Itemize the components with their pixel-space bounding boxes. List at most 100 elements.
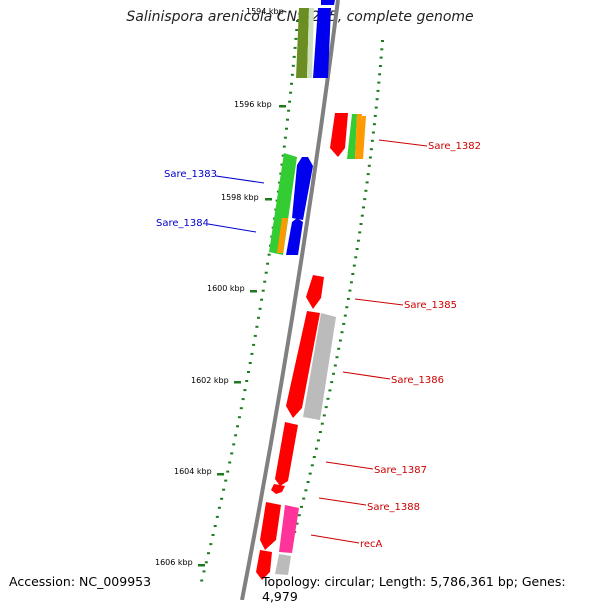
tick-dot <box>320 422 324 425</box>
tick-dot <box>253 334 257 337</box>
tick-marks-right <box>286 40 384 558</box>
tick-dot <box>232 443 236 446</box>
label-sare-1386[interactable]: Sare_1386 <box>391 375 444 386</box>
tick-dot <box>236 425 239 428</box>
tick-dot <box>280 163 284 166</box>
tick-dot <box>372 123 376 126</box>
label-sare-1383[interactable]: Sare_1383 <box>164 169 217 180</box>
gene-orange <box>277 218 288 253</box>
gene-red <box>256 550 272 580</box>
gene-group-reca <box>256 502 299 580</box>
tick-dot <box>295 522 299 525</box>
tick-dot <box>355 248 359 250</box>
kbp-ticks: 1596 kbp 1598 kbp 1600 kbp 1602 kbp 1604… <box>155 100 286 567</box>
tick-dot <box>297 514 301 517</box>
tick-dot <box>260 298 264 301</box>
tick-dot <box>342 322 346 325</box>
label-sare-1382[interactable]: Sare_1382 <box>428 141 481 152</box>
tick-dot <box>380 48 384 51</box>
tick-dot <box>366 173 370 176</box>
tick-dot <box>257 316 260 319</box>
tick-dot <box>291 64 295 67</box>
tick-dot <box>322 414 326 417</box>
tick-dot <box>369 148 373 151</box>
tick-dot <box>255 325 259 328</box>
label-reca[interactable]: recA <box>360 539 383 550</box>
tick-dot <box>290 82 293 85</box>
tick-dot <box>228 461 232 464</box>
tick-dot <box>222 488 226 491</box>
tick-dot <box>264 271 268 274</box>
tick-dot <box>348 289 352 292</box>
tick-major <box>217 473 224 476</box>
tick-dot <box>337 347 341 350</box>
tick-dot <box>335 356 339 359</box>
tick-dot <box>295 29 299 31</box>
gene-red-1386 <box>286 311 320 418</box>
gene-blue-small <box>321 0 335 5</box>
tick-dot <box>365 181 369 184</box>
genome-backbone <box>240 0 340 600</box>
tick-dot <box>375 98 379 101</box>
gene-pale <box>307 8 314 78</box>
tick-dot <box>370 139 374 142</box>
tick-dot <box>332 372 335 375</box>
gene-blue-1383 <box>292 157 313 220</box>
tick-dot <box>354 256 358 259</box>
tick-dot <box>312 456 316 458</box>
tick-dot <box>266 262 270 265</box>
tick-dot <box>237 416 241 419</box>
tick-major <box>198 564 205 567</box>
tick-dot <box>283 136 287 139</box>
tick-dot <box>378 65 382 67</box>
tick-dot <box>364 189 368 192</box>
tick-dot <box>281 154 285 157</box>
label-sare-1384[interactable]: Sare_1384 <box>156 218 209 229</box>
tick-dot <box>360 214 364 217</box>
tick-dot <box>209 543 213 546</box>
gene-red <box>330 113 348 157</box>
tick-dot <box>358 231 362 234</box>
label-sare-1385[interactable]: Sare_1385 <box>404 300 457 311</box>
tick-dot <box>247 371 250 373</box>
tick-dot <box>267 253 271 256</box>
tick-dot <box>362 206 365 209</box>
tick-dot <box>374 106 378 109</box>
tick-dot <box>296 20 299 22</box>
label-sare-1388[interactable]: Sare_1388 <box>367 502 420 513</box>
tick-dot <box>224 479 228 482</box>
tick-dot <box>245 380 249 382</box>
tick-dot <box>338 339 342 342</box>
tick-dot <box>343 314 347 317</box>
tick-dot <box>211 534 215 536</box>
tick-dot <box>293 46 297 49</box>
gene-group-1386 <box>286 311 336 420</box>
tick-dot <box>215 515 219 518</box>
tick-label-1606: 1606 kbp <box>155 558 193 567</box>
tick-label-1598: 1598 kbp <box>221 193 259 202</box>
tick-dot <box>200 579 204 582</box>
tick-dot <box>292 55 296 58</box>
label-sare-1387[interactable]: Sare_1387 <box>374 465 427 476</box>
gene-group-1382 <box>330 113 366 159</box>
gene-gray-1386 <box>303 313 336 420</box>
gene-olive <box>296 8 309 78</box>
tick-dot <box>286 118 289 121</box>
tick-dot <box>345 306 349 309</box>
tick-dot <box>288 100 292 103</box>
tick-label-1596: 1596 kbp <box>234 100 272 109</box>
tick-dot <box>352 264 356 267</box>
tick-dot <box>290 73 294 76</box>
tick-dot <box>300 505 303 508</box>
tick-label-1600: 1600 kbp <box>207 284 245 293</box>
tick-dot <box>326 397 330 400</box>
faded-tick-label: 1594 kbp <box>246 7 284 16</box>
tick-dot <box>250 352 254 355</box>
gene-orange <box>359 116 366 159</box>
tick-dot <box>368 156 372 159</box>
gene-red-1388 <box>271 484 285 494</box>
tick-dot <box>316 439 320 442</box>
tick-major <box>234 381 241 384</box>
tick-dot <box>351 273 355 275</box>
